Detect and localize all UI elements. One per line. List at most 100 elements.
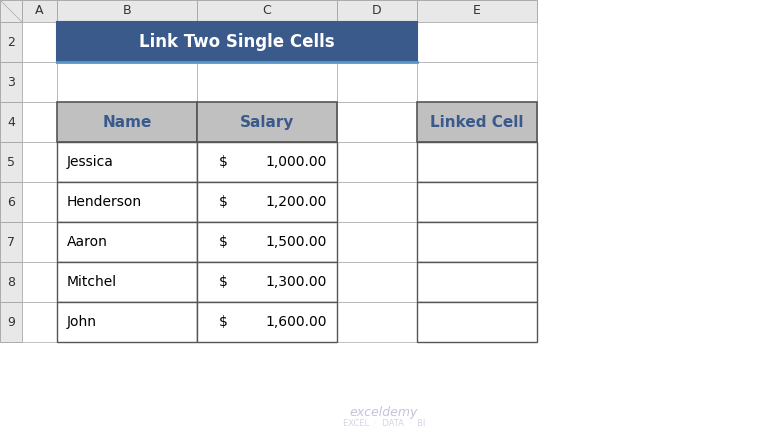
Text: $: $: [219, 195, 228, 209]
Text: 2: 2: [7, 35, 15, 48]
Text: 4: 4: [7, 116, 15, 129]
Text: EXCEL  ·  DATA  ·  BI: EXCEL · DATA · BI: [343, 419, 425, 428]
Text: 1,300.00: 1,300.00: [266, 275, 327, 289]
Bar: [417, 102, 537, 142]
Bar: [57, 182, 197, 222]
Text: 9: 9: [7, 316, 15, 328]
Bar: [0, 142, 22, 182]
Bar: [57, 102, 197, 142]
Bar: [337, 62, 417, 102]
Bar: [417, 262, 537, 302]
Bar: [0, 302, 22, 342]
Bar: [417, 62, 537, 102]
Bar: [417, 222, 537, 262]
Text: 1,500.00: 1,500.00: [266, 235, 327, 249]
Bar: [197, 302, 337, 342]
Text: 8: 8: [7, 276, 15, 289]
Bar: [417, 182, 537, 222]
Bar: [22, 222, 57, 262]
Text: 3: 3: [7, 75, 15, 89]
Text: $: $: [219, 235, 228, 249]
Bar: [57, 262, 197, 302]
Bar: [57, 302, 197, 342]
Bar: [197, 0, 337, 22]
Bar: [417, 0, 537, 22]
Bar: [22, 62, 57, 102]
Text: $: $: [219, 155, 228, 169]
Bar: [57, 142, 197, 182]
Bar: [197, 182, 337, 222]
Bar: [57, 62, 197, 102]
Bar: [337, 22, 417, 62]
Text: Aaron: Aaron: [67, 235, 108, 249]
Text: 5: 5: [7, 156, 15, 168]
Bar: [197, 102, 337, 142]
Bar: [0, 102, 22, 142]
Bar: [22, 0, 57, 22]
Bar: [57, 182, 197, 222]
Text: exceldemy: exceldemy: [349, 405, 419, 419]
Bar: [0, 222, 22, 262]
Text: 1,000.00: 1,000.00: [266, 155, 327, 169]
Bar: [22, 262, 57, 302]
Bar: [0, 182, 22, 222]
Text: C: C: [263, 4, 271, 17]
Bar: [57, 142, 197, 182]
Text: Linked Cell: Linked Cell: [430, 115, 524, 129]
Bar: [197, 262, 337, 302]
Bar: [337, 182, 417, 222]
Text: 1,200.00: 1,200.00: [266, 195, 327, 209]
Bar: [197, 102, 337, 142]
Bar: [337, 142, 417, 182]
Bar: [417, 142, 537, 182]
Bar: [57, 102, 197, 142]
Text: Mitchel: Mitchel: [67, 275, 118, 289]
Bar: [0, 22, 22, 62]
Text: E: E: [473, 4, 481, 17]
Bar: [57, 222, 197, 262]
Text: 6: 6: [7, 195, 15, 208]
Bar: [197, 22, 337, 62]
Bar: [417, 302, 537, 342]
Bar: [417, 102, 537, 142]
Bar: [197, 182, 337, 222]
Text: A: A: [35, 4, 44, 17]
Bar: [22, 302, 57, 342]
Bar: [22, 102, 57, 142]
Bar: [197, 222, 337, 262]
Bar: [57, 0, 197, 22]
Bar: [417, 182, 537, 222]
Text: $: $: [219, 315, 228, 329]
Text: 7: 7: [7, 235, 15, 249]
Text: John: John: [67, 315, 97, 329]
Bar: [197, 262, 337, 302]
Bar: [337, 262, 417, 302]
Bar: [22, 142, 57, 182]
Text: Jessica: Jessica: [67, 155, 114, 169]
Text: Henderson: Henderson: [67, 195, 142, 209]
Bar: [197, 142, 337, 182]
Bar: [337, 302, 417, 342]
Bar: [417, 262, 537, 302]
Bar: [22, 22, 57, 62]
Text: Salary: Salary: [240, 115, 294, 129]
Bar: [197, 222, 337, 262]
Text: Link Two Single Cells: Link Two Single Cells: [139, 33, 335, 51]
Bar: [22, 182, 57, 222]
Bar: [337, 102, 417, 142]
Bar: [57, 262, 197, 302]
Text: B: B: [123, 4, 131, 17]
Text: $: $: [219, 275, 228, 289]
Bar: [337, 222, 417, 262]
Text: 1,600.00: 1,600.00: [266, 315, 327, 329]
Bar: [197, 302, 337, 342]
Bar: [197, 142, 337, 182]
Bar: [417, 22, 537, 62]
Bar: [57, 302, 197, 342]
Bar: [0, 62, 22, 102]
Bar: [57, 22, 417, 62]
Bar: [57, 222, 197, 262]
Bar: [0, 0, 22, 22]
Bar: [337, 0, 417, 22]
Text: D: D: [372, 4, 382, 17]
